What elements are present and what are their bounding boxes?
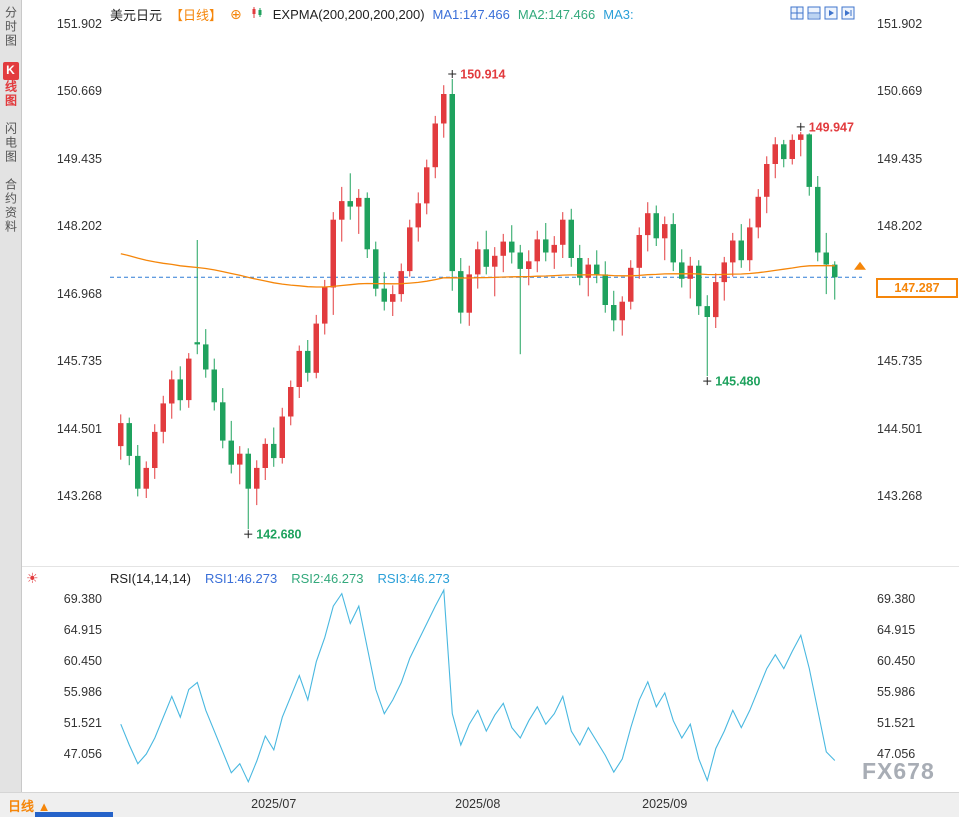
date-axis-label: 2025/07 bbox=[251, 797, 297, 811]
ma3-value: MA3: bbox=[603, 6, 634, 22]
price-axis-label: 144.501 bbox=[877, 421, 923, 436]
bottom-blue-strip bbox=[35, 812, 113, 817]
rsi-axis-label: 51.521 bbox=[63, 716, 102, 730]
price-axis-label: 143.268 bbox=[877, 489, 923, 504]
rsi-axis-label: 51.521 bbox=[877, 716, 916, 730]
main-price-axis-right: 151.902150.669149.435148.202146.968145.7… bbox=[877, 0, 949, 817]
play-forward-icon[interactable] bbox=[824, 6, 838, 20]
price-axis-label: 145.735 bbox=[877, 354, 923, 369]
sidebar-item-kline-chart[interactable]: K线图 bbox=[2, 62, 19, 108]
sidebar-item-time-share-chart[interactable]: 分时图 bbox=[3, 6, 18, 48]
rsi3-value: RSI3:46.273 bbox=[377, 571, 450, 586]
candlestick-icon[interactable] bbox=[250, 6, 265, 22]
rsi-axis-label: 55.986 bbox=[877, 685, 916, 699]
price-axis-label: 145.735 bbox=[56, 354, 102, 369]
timeframe-button[interactable]: 日线 ▲ bbox=[8, 799, 51, 814]
price-axis-label: 144.501 bbox=[56, 421, 102, 436]
price-axis-label: 143.268 bbox=[56, 489, 102, 504]
chart-layout-toolbar bbox=[790, 6, 855, 20]
sidebar-item-contract-info[interactable]: 合约资料 bbox=[3, 178, 18, 234]
rsi-axis-label: 69.380 bbox=[877, 592, 916, 606]
price-axis-label: 149.435 bbox=[56, 151, 102, 166]
symbol-name: 美元日元 bbox=[110, 7, 163, 23]
candlestick-chart[interactable]: 150.914 149.947 145.480 142.680 bbox=[110, 12, 870, 564]
rsi-axis-label: 64.915 bbox=[877, 623, 916, 637]
price-axis-label: 148.202 bbox=[56, 219, 102, 234]
rsi-axis-label: 69.380 bbox=[63, 592, 102, 606]
ma1-value: MA1:147.466 bbox=[432, 6, 510, 22]
rsi-axis-label: 47.056 bbox=[63, 747, 102, 762]
split-layout-icon[interactable] bbox=[807, 6, 821, 20]
rsi-axis-label: 60.450 bbox=[877, 654, 916, 668]
chart-header: 美元日元 【日线】 ⊕ EXPMA(200,200,200,200) MA1:1… bbox=[110, 5, 634, 23]
rsi-axis-label: 55.986 bbox=[63, 685, 102, 699]
price-axis-label: 150.669 bbox=[877, 84, 923, 99]
candles-group bbox=[118, 79, 838, 530]
price-annotation: 142.680 bbox=[256, 528, 301, 542]
price-axis-label: 149.435 bbox=[877, 151, 923, 166]
step-forward-icon[interactable] bbox=[841, 6, 855, 20]
bottom-bar: 日线 ▲ 2025/07 2025/08 2025/09 bbox=[0, 792, 959, 817]
rsi-axis-label: 60.450 bbox=[63, 654, 102, 668]
price-axis-label: 146.968 bbox=[56, 286, 102, 301]
indicator-label: EXPMA(200,200,200,200) bbox=[272, 6, 425, 22]
rsi-axis-left: 69.380 64.915 60.450 55.986 51.521 47.056 bbox=[30, 0, 102, 817]
price-axis-label: 151.902 bbox=[877, 17, 923, 31]
sidebar-item-lightning-chart[interactable]: 闪电图 bbox=[3, 122, 18, 164]
rsi-axis-label: 64.915 bbox=[63, 623, 102, 637]
date-axis-label: 2025/08 bbox=[455, 797, 501, 811]
rsi-line bbox=[120, 588, 836, 784]
rsi-header: RSI(14,14,14) RSI1:46.273 RSI2:46.273 RS… bbox=[110, 571, 450, 586]
price-axis-label: 151.902 bbox=[56, 17, 102, 31]
rsi-indicator-label: RSI(14,14,14) bbox=[110, 571, 191, 586]
grid-layout-icon[interactable] bbox=[790, 6, 804, 20]
price-annotation: 150.914 bbox=[460, 68, 505, 82]
indicator-settings-icon[interactable]: ☀ bbox=[26, 570, 39, 586]
ema-end-marker bbox=[854, 261, 866, 270]
timeframe-tag: 【日线】 bbox=[170, 7, 223, 23]
date-axis-label: 2025/09 bbox=[642, 797, 688, 811]
price-annotation: 149.947 bbox=[809, 120, 854, 134]
price-annotation: 145.480 bbox=[715, 375, 760, 389]
chart-type-sidebar: 分时图 K线图闪电图合约资料 bbox=[0, 0, 22, 817]
main-price-axis-left: 151.902 150.669 149.435 148.202 146.968 145.7… bbox=[30, 0, 102, 817]
rsi2-value: RSI2:46.273 bbox=[291, 571, 364, 586]
rsi-axis-right: 69.380 64.915 60.450 55.986 51.521 47.056 bbox=[877, 0, 949, 817]
panel-separator bbox=[22, 566, 959, 567]
add-indicator-icon[interactable]: ⊕ bbox=[230, 5, 242, 22]
ma2-value: MA2:147.466 bbox=[517, 6, 596, 22]
watermark: FX678 bbox=[862, 758, 935, 784]
rsi-chart[interactable] bbox=[110, 585, 870, 790]
rsi1-value: RSI1:46.273 bbox=[204, 571, 278, 586]
expma-line bbox=[120, 253, 835, 288]
price-axis-label: 150.669 bbox=[56, 84, 102, 99]
last-price-badge: 147.287 bbox=[876, 278, 958, 299]
price-axis-label: 148.202 bbox=[877, 219, 923, 234]
